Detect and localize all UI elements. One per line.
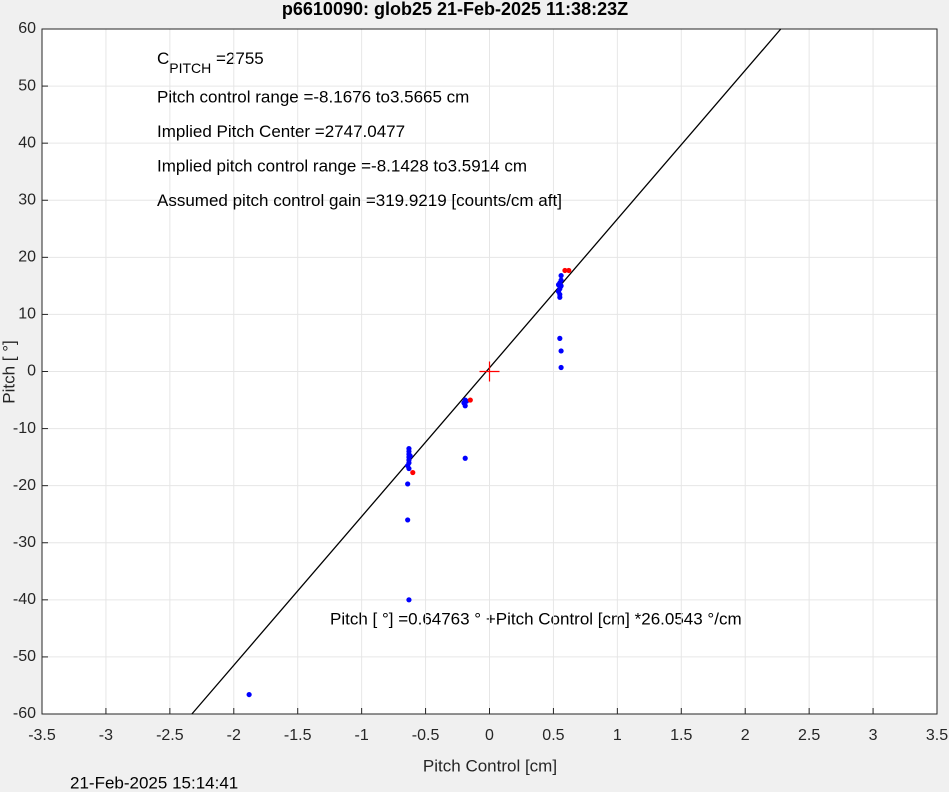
- chart-title: p6610090: glob25 21-Feb-2025 11:38:23Z: [282, 0, 628, 19]
- x-tick-label: -2: [227, 727, 241, 744]
- y-tick-label: -60: [13, 705, 36, 722]
- point: [557, 335, 563, 341]
- point: [410, 469, 416, 476]
- point: [562, 267, 568, 274]
- x-tick-label: 2.5: [798, 727, 820, 744]
- annotation: Assumed pitch control gain =319.9219 [co…: [157, 191, 562, 210]
- point: [405, 481, 411, 487]
- point: [406, 465, 412, 472]
- x-tick-label: 1: [613, 727, 622, 744]
- y-tick-label: 0: [27, 363, 36, 380]
- point: [558, 277, 564, 283]
- x-tick-label: 2: [741, 727, 750, 744]
- x-tick-label: -3.5: [28, 727, 56, 744]
- point: [558, 348, 564, 354]
- y-tick-label: -20: [13, 477, 36, 494]
- point: [566, 267, 572, 274]
- y-tick-label: -50: [13, 648, 36, 665]
- y-tick-label: 20: [18, 249, 36, 266]
- point: [558, 273, 564, 279]
- x-tick-label: 0: [485, 727, 494, 744]
- point: [558, 364, 564, 371]
- x-tick-label: -2.5: [156, 727, 184, 744]
- x-tick-label: -0.5: [412, 727, 440, 744]
- y-tick-label: -10: [13, 420, 36, 437]
- y-tick-label: 60: [18, 20, 36, 37]
- c-pitch-value: =2755: [211, 49, 263, 68]
- c-pitch-base: C: [157, 49, 169, 68]
- point: [462, 403, 468, 409]
- y-tick-label: -40: [13, 591, 36, 608]
- point: [462, 455, 468, 461]
- y-tick-label: 40: [18, 134, 36, 151]
- x-tick-label: 0.5: [542, 727, 564, 744]
- annotation: Implied pitch control range =-8.1428 to3…: [157, 156, 527, 175]
- c-pitch: CPITCH =2755: [157, 49, 264, 75]
- point: [405, 517, 411, 523]
- y-tick-label: 10: [18, 306, 36, 323]
- x-tick-label: -1.5: [284, 727, 312, 744]
- x-tick-label: 1.5: [670, 727, 692, 744]
- y-axis-label: Pitch [ °]: [0, 340, 18, 403]
- point-marker: [479, 361, 500, 382]
- x-tick-label: 3.5: [926, 727, 948, 744]
- y-tick-label: 50: [18, 77, 36, 94]
- fit-equation: Pitch [ °] =0.64763 ° +Pitch Control [cm…: [330, 609, 742, 628]
- footer-date: 21-Feb-2025 15:14:41: [70, 773, 238, 792]
- point: [467, 397, 473, 403]
- point: [407, 453, 413, 459]
- c-pitch-sub: PITCH: [169, 60, 211, 76]
- x-tick-label: -1: [355, 727, 369, 744]
- y-tick-label: -30: [13, 534, 36, 551]
- point: [246, 691, 252, 698]
- x-axis-label: Pitch Control [cm]: [423, 756, 557, 775]
- point: [406, 597, 412, 603]
- axes-box: [41, 28, 938, 715]
- point: [555, 282, 562, 288]
- annotation: Pitch control range =-8.1676 to3.5665 cm: [157, 87, 469, 106]
- x-tick-label: -3: [99, 727, 113, 744]
- y-tick-label: 30: [18, 191, 36, 208]
- annotation: Implied Pitch Center =2747.0477: [157, 122, 405, 141]
- x-tick-label: 3: [869, 727, 878, 744]
